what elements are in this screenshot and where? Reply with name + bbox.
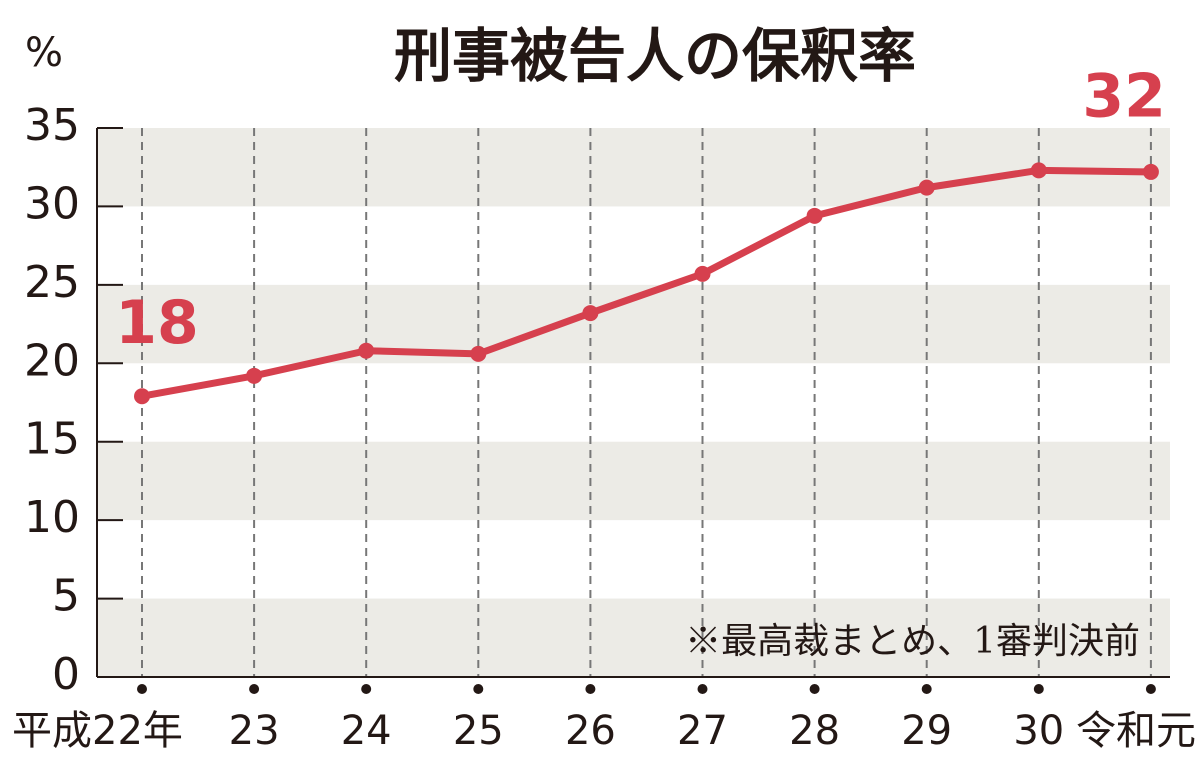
y-tick-label: 30 <box>24 178 80 229</box>
category-dot <box>137 684 147 694</box>
category-dot <box>1145 684 1156 694</box>
category-dot <box>249 684 260 694</box>
y-tick-label: 0 <box>52 649 80 700</box>
y-tick-label: 25 <box>24 257 80 308</box>
x-tick-label: 27 <box>677 708 728 754</box>
category-dot <box>921 684 932 694</box>
x-tick-label: 24 <box>341 708 392 754</box>
grid-band <box>97 128 1170 207</box>
value-label: 32 <box>1082 62 1166 132</box>
point <box>806 207 823 224</box>
point <box>694 265 711 282</box>
point <box>246 367 263 384</box>
x-tick-label: 28 <box>789 708 840 754</box>
category-dot <box>361 684 372 694</box>
category-dot <box>585 684 596 694</box>
point <box>1142 163 1159 180</box>
point <box>470 345 487 362</box>
x-tick-label: 26 <box>565 708 616 754</box>
y-tick-label: 20 <box>24 335 80 386</box>
x-tick-label: 29 <box>901 708 952 754</box>
y-tick-label: 35 <box>24 100 80 151</box>
point <box>918 179 935 196</box>
x-tick-label: 23 <box>229 708 280 754</box>
note: ※最高裁まとめ、1審判決前 <box>685 621 1140 662</box>
x-tick-label: 令和元 <box>1076 708 1196 754</box>
y-tick-label: 10 <box>24 492 80 543</box>
grid-band <box>97 441 1170 521</box>
value-label: 18 <box>115 288 199 358</box>
point <box>134 388 150 405</box>
category-dot <box>473 684 484 694</box>
x-tick-label: 30 <box>1013 708 1064 754</box>
x-tick-label: 25 <box>453 708 504 754</box>
point <box>358 342 375 359</box>
y-unit: % <box>25 30 63 76</box>
category-dot <box>697 684 708 694</box>
chart-title: 刑事被告人の保釈率 <box>394 22 916 90</box>
point <box>1030 162 1047 179</box>
category-dot <box>1033 684 1044 694</box>
line <box>141 166 1151 400</box>
grid-band <box>97 598 1170 677</box>
point <box>582 305 599 322</box>
x-tick-label: 平成22年 <box>12 708 183 754</box>
y-tick-label: 15 <box>24 414 80 465</box>
category-dot <box>809 684 820 694</box>
y-tick-label: 5 <box>52 571 80 622</box>
